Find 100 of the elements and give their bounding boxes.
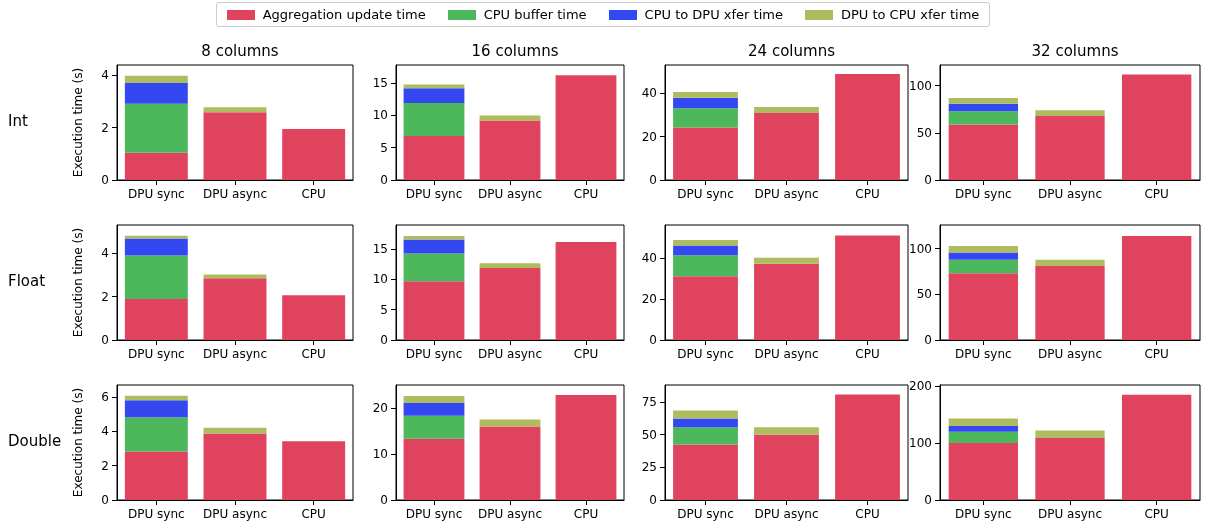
x-tick-label: DPU async xyxy=(203,187,267,201)
bar xyxy=(403,396,465,403)
x-tick-label: DPU sync xyxy=(128,507,185,521)
bar xyxy=(1122,394,1192,500)
bar xyxy=(1035,430,1105,438)
bar xyxy=(203,274,267,279)
bar xyxy=(282,295,346,340)
y-tick-label: 0 xyxy=(380,493,388,507)
legend-label: CPU buffer time xyxy=(483,7,587,22)
y-tick-label: 0 xyxy=(649,173,657,187)
bar xyxy=(282,441,346,500)
y-tick-label: 0 xyxy=(924,173,932,187)
x-tick-label: CPU xyxy=(1144,187,1169,201)
bar xyxy=(479,267,541,340)
y-tick-label: 4 xyxy=(101,68,109,83)
x-tick-label: DPU sync xyxy=(955,347,1012,361)
x-tick-label: DPU async xyxy=(203,507,267,521)
bar xyxy=(673,108,738,128)
y-tick-label: 2 xyxy=(101,458,109,473)
bar xyxy=(203,112,267,180)
chart-title: 24 columns xyxy=(748,41,836,60)
bar xyxy=(403,239,465,254)
y-tick-label: 2 xyxy=(101,120,109,135)
y-tick-label: 100 xyxy=(909,241,932,256)
y-tick-label: 100 xyxy=(909,436,932,451)
bar xyxy=(124,238,188,256)
x-tick-label: CPU xyxy=(573,347,599,361)
bar xyxy=(124,83,188,104)
bar xyxy=(948,418,1018,426)
bar xyxy=(835,394,900,500)
bar xyxy=(403,88,465,104)
bar xyxy=(1035,110,1105,116)
bar xyxy=(479,426,541,500)
x-tick-label: DPU sync xyxy=(405,187,463,201)
y-tick-label: 2 xyxy=(101,289,109,304)
x-tick-label: DPU async xyxy=(478,347,542,361)
bar xyxy=(203,107,267,113)
bar xyxy=(403,103,465,137)
bar xyxy=(673,418,738,428)
legend-label: DPU to CPU xfer time xyxy=(840,7,980,22)
y-tick-label: 5 xyxy=(380,140,388,155)
bar xyxy=(403,136,465,180)
bar xyxy=(948,245,1018,253)
y-tick-label: 0 xyxy=(101,333,109,347)
bar xyxy=(948,111,1018,125)
bar xyxy=(124,298,188,340)
bar xyxy=(1035,259,1105,267)
y-tick-label: 0 xyxy=(924,493,932,507)
text: Float xyxy=(8,272,46,290)
bar xyxy=(479,120,541,180)
chart-title: 32 columns xyxy=(1031,41,1119,60)
y-tick-label: 0 xyxy=(101,173,109,187)
bar xyxy=(754,112,819,180)
x-tick-label: CPU xyxy=(301,347,326,361)
x-tick-label: DPU sync xyxy=(677,187,734,201)
bar xyxy=(673,427,738,445)
y-tick-label: 50 xyxy=(916,125,932,140)
y-tick-label: 75 xyxy=(641,394,657,409)
x-tick-label: DPU async xyxy=(754,347,819,361)
x-tick-label: DPU sync xyxy=(955,507,1012,521)
x-tick-label: CPU xyxy=(1144,347,1169,361)
y-tick-label: 25 xyxy=(641,460,657,475)
x-tick-label: DPU async xyxy=(1038,347,1102,361)
bar xyxy=(835,235,900,340)
bar xyxy=(754,434,819,500)
bar xyxy=(555,241,617,340)
y-tick-label: 20 xyxy=(372,401,388,415)
x-tick-label: DPU sync xyxy=(955,187,1012,201)
bar xyxy=(673,92,738,98)
x-tick-label: DPU async xyxy=(1038,507,1102,521)
x-tick-label: DPU async xyxy=(1038,187,1102,201)
bar xyxy=(555,75,617,180)
x-tick-label: DPU sync xyxy=(128,187,185,201)
x-tick-label: DPU sync xyxy=(677,507,734,521)
bar xyxy=(835,74,900,180)
text: Double xyxy=(8,432,62,450)
y-tick-label: 10 xyxy=(372,108,388,123)
bar xyxy=(673,444,738,500)
x-tick-label: CPU xyxy=(855,507,880,521)
y-tick-label: 0 xyxy=(649,333,657,347)
bar xyxy=(403,253,465,282)
bar xyxy=(673,127,738,180)
y-tick-label: 40 xyxy=(641,86,657,101)
y-tick-label: 0 xyxy=(380,173,388,187)
x-tick-label: DPU async xyxy=(478,507,542,521)
bar xyxy=(124,75,188,84)
x-tick-label: DPU sync xyxy=(677,347,734,361)
bar xyxy=(673,255,738,277)
y-tick-label: 4 xyxy=(101,246,109,261)
y-tick-label: 15 xyxy=(372,242,388,257)
bar xyxy=(754,257,819,264)
bar xyxy=(1122,235,1192,340)
bar xyxy=(673,239,738,246)
x-tick-label: DPU async xyxy=(754,187,819,201)
y-tick-label: 50 xyxy=(916,287,932,302)
bar xyxy=(673,410,738,419)
bar xyxy=(203,433,267,500)
bar xyxy=(203,278,267,340)
bar xyxy=(124,152,188,180)
bar xyxy=(948,259,1018,274)
